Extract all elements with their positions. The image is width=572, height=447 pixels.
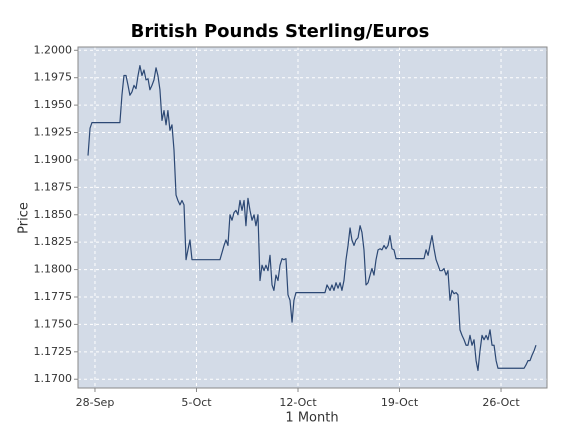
y-tick-label: 1.1800	[34, 263, 73, 276]
price-line	[87, 65, 537, 372]
plot-area	[78, 47, 547, 388]
y-tick-label: 1.1725	[34, 345, 73, 358]
y-axis-title: Price	[17, 202, 32, 234]
y-tick-label: 1.1825	[34, 235, 73, 248]
plot-border	[77, 46, 548, 389]
x-tick-label: 5-Oct	[181, 396, 212, 409]
y-tick-label: 1.1975	[34, 71, 73, 84]
y-tick-label: 1.1850	[34, 208, 73, 221]
x-tick-label: 12-Oct	[279, 396, 317, 409]
y-tick-label: 1.1900	[34, 153, 73, 166]
y-tick-label: 1.1875	[34, 180, 73, 193]
x-tick-label: 19-Oct	[381, 396, 419, 409]
y-tick-label: 1.1925	[34, 126, 73, 139]
y-tick-label: 1.1750	[34, 317, 73, 330]
y-tick-label: 1.2000	[34, 43, 73, 56]
x-axis-title: 1 Month	[285, 411, 338, 426]
y-tick-label: 1.1950	[34, 98, 73, 111]
x-tick-label: 26-Oct	[482, 396, 520, 409]
y-tick-label: 1.1775	[34, 290, 73, 303]
x-tick-label: 28-Sep	[76, 396, 115, 409]
chart-title: British Pounds Sterling/Euros	[131, 21, 430, 42]
y-tick-label: 1.1700	[34, 372, 73, 385]
